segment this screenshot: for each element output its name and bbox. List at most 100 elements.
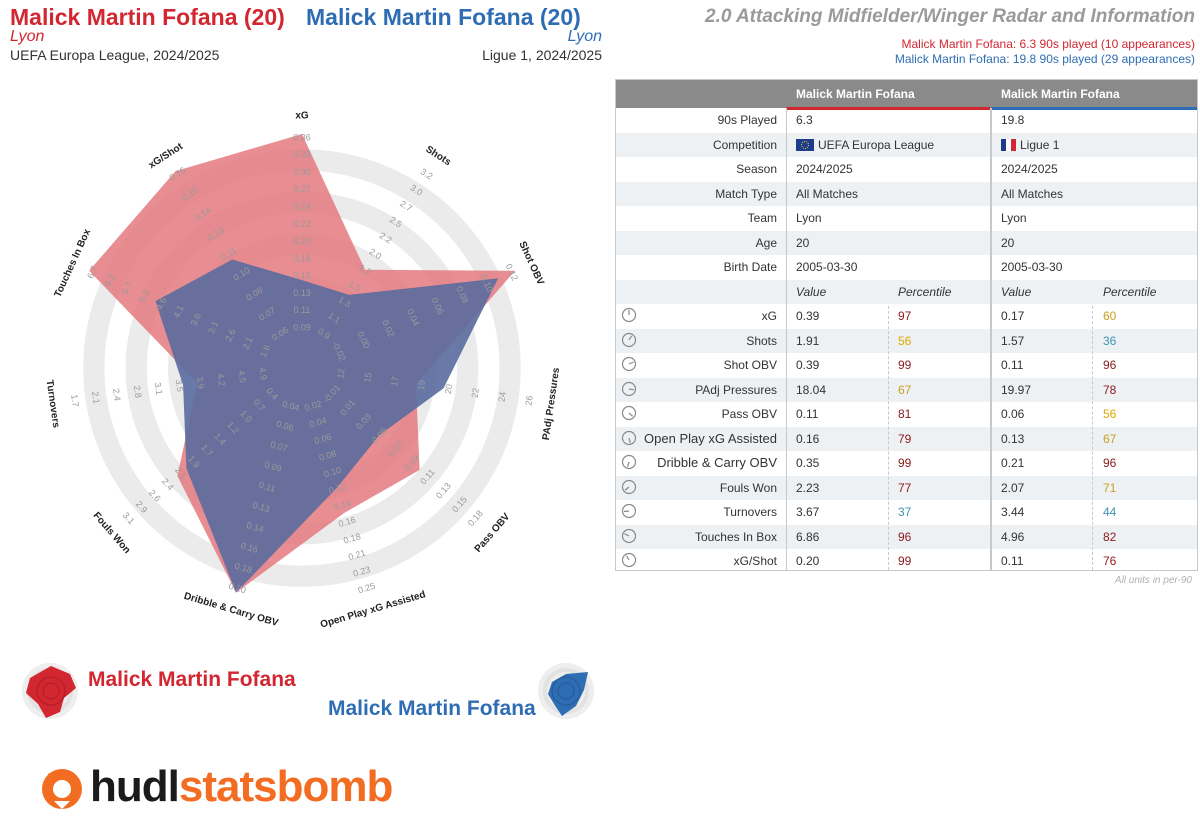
table-row: xG/Shot 0.20 99 0.11 76 [616, 549, 1197, 573]
player2-metric-value: 1.57 [1001, 333, 1025, 348]
radar-tick-label: 0.21 [347, 548, 367, 563]
player1-metric-value: 1.91 [796, 333, 820, 348]
table-row: Competition UEFA Europa League Ligue 1 [616, 132, 1197, 157]
radar-tick-label: 0.04 [281, 399, 301, 414]
info-table: Malick Martin Fofana Malick Martin Fofan… [615, 79, 1198, 571]
player1-value-text: UEFA Europa League [818, 137, 935, 152]
radar-tick-label: 0.22 [293, 219, 311, 229]
player2-value-text: 20 [1001, 235, 1015, 250]
metric-label: Open Play xG Assisted [644, 430, 777, 446]
row-label: Competition [712, 137, 777, 152]
player1-value-text: 2005-03-30 [796, 260, 858, 274]
radar-tick-label: 0.10 [323, 465, 343, 480]
table-row: Shot OBV 0.39 99 0.11 96 [616, 353, 1197, 377]
player2-value: 20 [1001, 236, 1014, 250]
player2-metric-value: 0.06 [1001, 407, 1025, 421]
column-divider [786, 108, 787, 570]
player2-value: All Matches [1001, 187, 1063, 201]
player2-summary: Malick Martin Fofana: 19.8 90s played (2… [894, 52, 1195, 66]
player1-metric-value: 3.67 [796, 505, 820, 519]
table-row: Touches In Box 6.86 96 4.96 82 [616, 524, 1197, 549]
player2-metric-value: 3.44 [1001, 505, 1025, 519]
radar-tick-label: 26 [523, 395, 534, 406]
row-label: Season [736, 162, 777, 176]
player2-header-underline [991, 107, 1197, 110]
player2-percentile: 76 [1103, 554, 1117, 568]
radar-tick-label: 0.16 [337, 515, 357, 530]
player2-percentile: 96 [1103, 358, 1117, 372]
subheader-value: Value [1001, 284, 1032, 299]
player2-team: Lyon [567, 28, 602, 45]
player2-value: 19.8 [1001, 113, 1024, 127]
radar-tick-label: 4.1 [171, 304, 185, 320]
radar-tick-label: 2.8 [132, 385, 144, 399]
table-row: Fouls Won 2.23 77 2.07 71 [616, 475, 1197, 500]
radar-tick-label: 2.4 [111, 388, 123, 402]
player1-metric-value: 0.39 [796, 358, 820, 372]
player2-percentile: 96 [1103, 456, 1117, 470]
table-row: Birth Date 2005-03-30 2005-03-30 [616, 255, 1197, 279]
player1-value: All Matches [796, 187, 858, 201]
radar-tick-label: 1.7 [69, 394, 81, 408]
table-row: Shots 1.91 56 1.57 36 [616, 328, 1197, 353]
radar-axis-label: xG [295, 111, 309, 122]
player1-competition: UEFA Europa League, 2024/2025 [10, 47, 220, 63]
radar-tick-label: 0.13 [251, 500, 271, 515]
player2-value: Ligue 1 [1001, 138, 1059, 152]
radar-tick-label: 5.7 [120, 280, 134, 296]
player1-value-text: 6.3 [796, 113, 813, 127]
radar-tick-label: 0.27 [293, 184, 311, 194]
table-row: 90s Played 6.3 19.8 [616, 108, 1197, 132]
player1-percentile: 77 [898, 480, 912, 495]
metric-gauge-icon [621, 405, 637, 421]
player1-value: 2005-03-30 [796, 260, 857, 274]
metric-gauge-icon [621, 528, 637, 543]
player1-team: Lyon [10, 28, 45, 45]
row-label: Team [747, 211, 777, 225]
row-label: Age [755, 235, 777, 250]
player1-legend-label: Malick Martin Fofana [88, 668, 296, 691]
radar-tick-label: 15 [362, 372, 373, 383]
radar-tick-label: 0.24 [293, 201, 311, 211]
row-label: 90s Played [717, 113, 777, 127]
player1-metric-value: 0.16 [796, 431, 820, 446]
radar-tick-label: 0.09 [263, 459, 283, 474]
metric-label: Shot OBV [723, 358, 777, 372]
units-note: All units in per-90 [1114, 575, 1192, 586]
table-row: Team Lyon Lyon [616, 206, 1197, 230]
radar-tick-label: 0.33 [293, 150, 311, 160]
metric-gauge-icon [621, 552, 637, 568]
radar-tick-label: 0.20 [228, 581, 248, 596]
column-divider-dashed [1092, 306, 1093, 570]
radar-tick-label: 0.20 [293, 236, 311, 246]
player2-value-text: Lyon [1001, 211, 1027, 225]
radar-tick-label: 0.09 [293, 322, 311, 332]
radar-tick-label: 0.13 [293, 288, 311, 298]
radar-tick-label: 3.6 [189, 312, 203, 328]
metric-label: Turnovers [723, 505, 777, 519]
radar-tick-label: 0.23 [352, 564, 372, 579]
player2-percentile: 56 [1103, 407, 1117, 421]
column-divider-dashed [888, 306, 889, 570]
player2-metric-value: 0.21 [1001, 456, 1025, 470]
table-subheader: Value Percentile Value Percentile [616, 279, 1197, 304]
player1-value-text: Lyon [796, 211, 822, 225]
table-row: Dribble & Carry OBV 0.35 99 0.21 96 [616, 451, 1197, 475]
row-label: Match Type [715, 186, 777, 201]
radar-tick-label: 2.1 [241, 335, 255, 351]
metric-label: PAdj Pressures [695, 382, 777, 397]
metric-gauge-icon [621, 356, 637, 372]
metric-label: Touches In Box [694, 529, 777, 544]
table-row: Pass OBV 0.11 81 0.06 56 [616, 402, 1197, 426]
radar-tick-label: 19 [416, 380, 427, 391]
player1-percentile: 37 [898, 505, 912, 519]
player2-value: Lyon [1001, 211, 1027, 225]
radar-tick-label: 0.16 [239, 540, 259, 555]
eu-flag-icon [796, 138, 814, 151]
player1-value-text: 20 [796, 235, 810, 250]
radar-tick-label: 0.14 [333, 498, 353, 513]
radar-tick-label: 4.2 [215, 373, 227, 387]
radar-series-2-polygon [155, 259, 499, 593]
player2-value-text: 19.8 [1001, 113, 1025, 127]
player1-percentile: 56 [898, 333, 912, 348]
